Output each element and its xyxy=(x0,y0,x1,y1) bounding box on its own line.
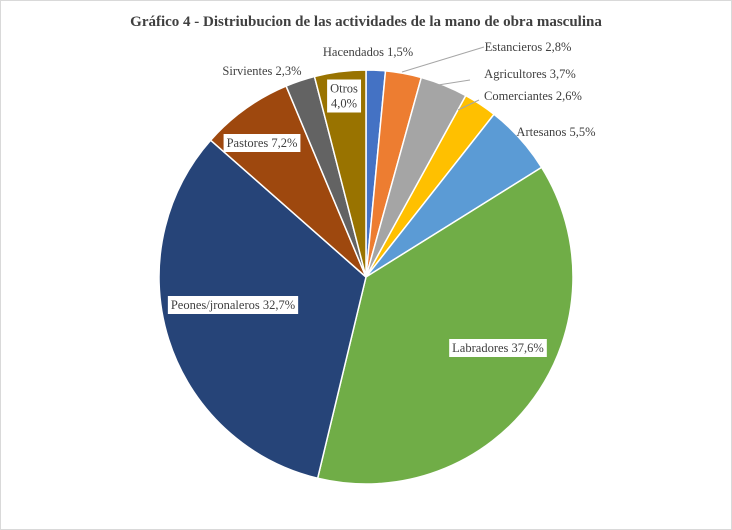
label-pastores: Pastores 7,2% xyxy=(227,136,298,150)
slice-labradores xyxy=(316,166,574,485)
label-comerciantes: Comerciantes 2,6% xyxy=(484,89,582,103)
label-agricultores: Agricultores 3,7% xyxy=(484,67,576,81)
leader-estancieros xyxy=(401,46,485,73)
slice-labels: Hacendados 1,5% Estancieros 2,8% Agriculto… xyxy=(167,40,596,357)
leader-lines xyxy=(401,46,485,111)
label-otros: Otros 4,0% xyxy=(330,82,358,111)
leader-agricultores xyxy=(437,79,471,86)
chart-title: Gráfico 4 - Distriubucion de las activid… xyxy=(130,14,602,30)
leader-comerciantes xyxy=(457,99,480,111)
label-box-peones-jronaleros xyxy=(167,296,299,314)
slice-otros xyxy=(313,69,367,278)
label-peones-jronaleros: Peones/jronaleros 32,7% xyxy=(171,298,295,312)
label-box-labradores xyxy=(449,339,547,357)
label-sirvientes: Sirvientes 2,3% xyxy=(222,64,301,78)
label-box-pastores xyxy=(223,134,301,152)
pie-slices xyxy=(158,69,574,485)
label-box-otros xyxy=(327,79,362,113)
label-estancieros: Estancieros 2,8% xyxy=(485,40,572,54)
label-artesanos: Artesanos 5,5% xyxy=(516,125,595,139)
label-labradores: Labradores 37,6% xyxy=(452,341,544,355)
label-hacendados: Hacendados 1,5% xyxy=(323,45,413,59)
